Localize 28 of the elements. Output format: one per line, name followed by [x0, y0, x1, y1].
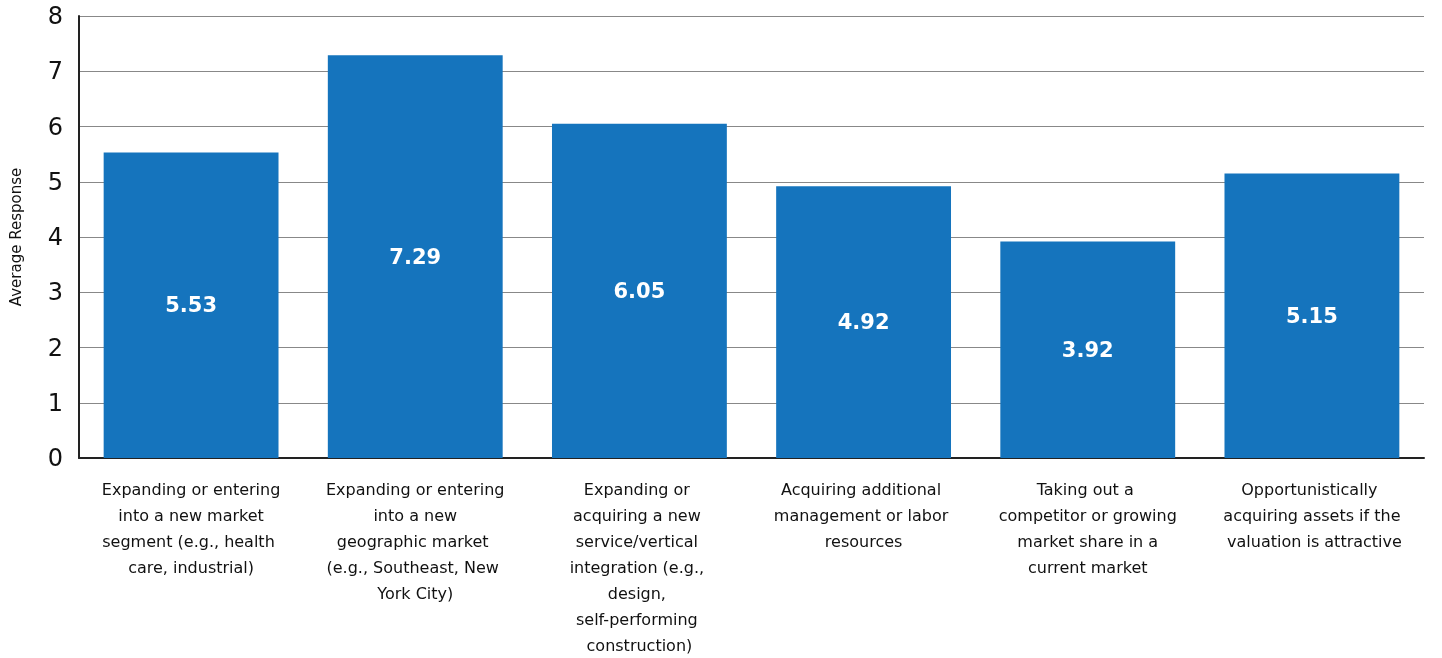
bar	[1224, 173, 1400, 458]
data-label: 4.92	[837, 310, 890, 335]
bar	[327, 55, 503, 458]
y-tick-label: 7	[47, 57, 63, 86]
x-tick-label: Opportunistically acquiring assets if the valuation is attractive	[1221, 479, 1402, 551]
data-label: 5.53	[165, 293, 217, 318]
data-label: 7.29	[389, 244, 442, 269]
data-label: 3.92	[1061, 337, 1114, 362]
y-tick-label: 5	[47, 167, 63, 196]
y-tick-label: 4	[47, 223, 63, 251]
y-axis-title: Average Response	[6, 167, 25, 307]
y-tick-label: 3	[47, 278, 63, 307]
x-tick-label: Expanding or entering into a new geographic market (e.g., Southeast, New York City)	[325, 479, 505, 603]
y-tick-label: 8	[47, 2, 63, 30]
bar	[1000, 241, 1176, 458]
bar	[103, 152, 279, 458]
data-label: 6.05	[613, 278, 666, 303]
y-tick-label: 2	[47, 333, 63, 362]
x-tick-label: Expanding or acquiring a new service/vertical integration (e.g., design, self-performing construction)	[569, 479, 710, 655]
bar	[776, 186, 952, 458]
bar	[551, 123, 727, 458]
y-tick-label: 6	[47, 112, 63, 141]
x-tick-label: Taking out a competitor or growing market share in a current market	[998, 479, 1177, 577]
data-label: 5.15	[1286, 303, 1338, 328]
x-tick-label: Acquiring additional management or labor resources	[773, 479, 954, 551]
x-tick-label: Expanding or entering into a new market segment (e.g., health care, industrial)	[101, 479, 281, 577]
y-tick-label: 1	[47, 388, 63, 417]
y-tick-label: 0	[47, 444, 63, 472]
